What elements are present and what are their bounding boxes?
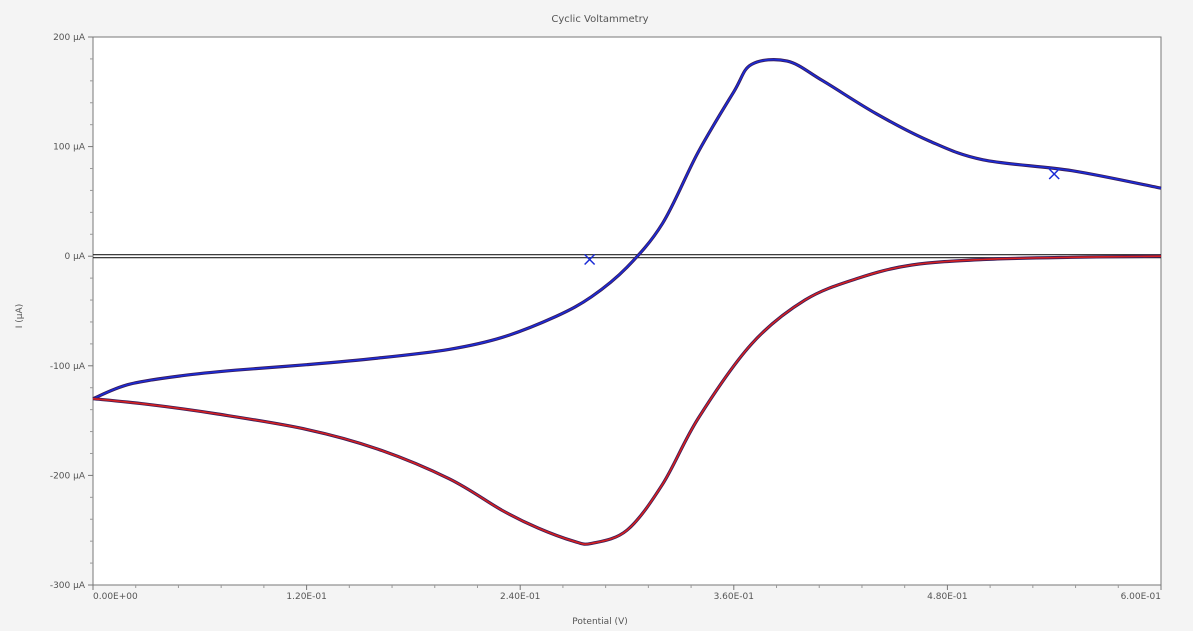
y-tick-label: 100 µA: [53, 143, 86, 153]
x-tick-label: 0.00E+00: [93, 592, 138, 602]
x-tick-label: 6.00E-01: [1121, 592, 1161, 602]
x-axis-label: Potential (V): [572, 617, 627, 627]
x-tick-label: 4.80E-01: [927, 592, 967, 602]
y-tick-label: 0 µA: [65, 252, 86, 262]
y-tick-label: 200 µA: [53, 33, 86, 43]
x-tick-label: 2.40E-01: [500, 592, 540, 602]
y-tick-label: -300 µA: [50, 581, 86, 591]
y-tick-label: -100 µA: [50, 362, 86, 372]
y-tick-label: -200 µA: [50, 471, 86, 481]
x-tick-label: 3.60E-01: [714, 592, 754, 602]
plot-area: [93, 37, 1161, 585]
x-tick-label: 1.20E-01: [286, 592, 326, 602]
chart-title: Cyclic Voltammetry: [551, 14, 648, 25]
y-axis-label: I (µA): [15, 304, 25, 328]
